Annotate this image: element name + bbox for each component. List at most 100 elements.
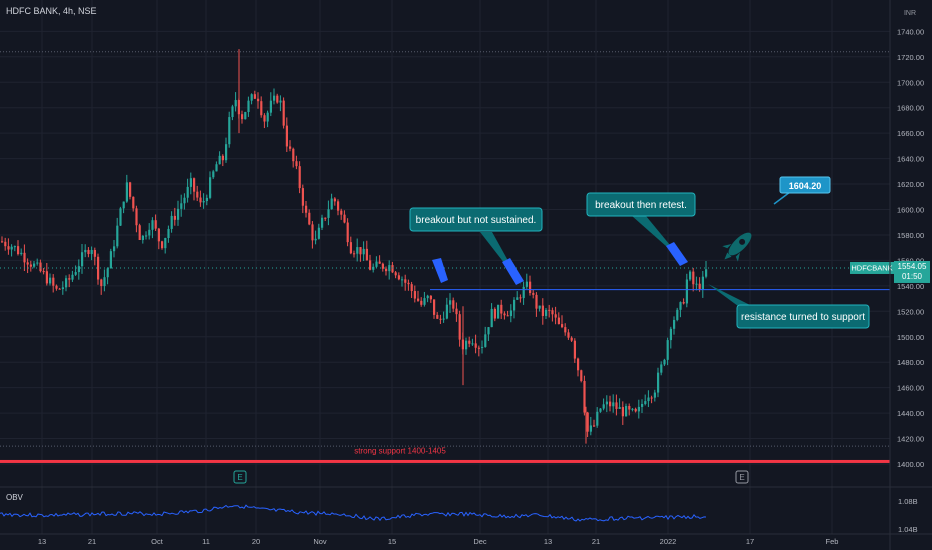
candle-body [397, 275, 400, 280]
price-tick-label: 1460.00 [897, 384, 924, 393]
candle-body [161, 241, 164, 249]
support-label: strong support 1400-1405 [354, 446, 446, 455]
candle-body [74, 272, 77, 275]
candle-body [455, 308, 458, 315]
candle-body [346, 222, 349, 243]
candle-body [541, 305, 544, 316]
price-axis[interactable]: 1400.00 1420.00 1440.00 1460.00 1480.00 1500.… [897, 27, 924, 469]
candle-body [33, 263, 36, 267]
candle-body [452, 300, 455, 309]
candle-body [423, 298, 426, 305]
candle-body [13, 246, 16, 248]
callout-box[interactable] [736, 304, 870, 329]
candle-body [548, 309, 551, 311]
candle-body [372, 266, 375, 270]
candle-body [10, 246, 13, 250]
candle-body [247, 100, 250, 113]
candle-body [333, 198, 336, 202]
candle-body [353, 253, 356, 255]
candle-body [39, 262, 42, 272]
price-tick-label: 1580.00 [897, 231, 924, 240]
candle-body [580, 370, 583, 381]
candle-body [449, 300, 452, 305]
candle-body [493, 308, 496, 319]
candle-body [244, 112, 247, 120]
candle-body [337, 201, 340, 211]
candle-body [308, 212, 311, 225]
candle-body [468, 340, 471, 344]
candle-body [276, 95, 279, 103]
candle-body [557, 317, 560, 325]
candle-body [567, 332, 570, 338]
candle-body [679, 302, 682, 310]
earnings-event-marker[interactable] [233, 470, 247, 484]
candle-body [612, 402, 615, 407]
candle-body [359, 247, 362, 255]
candle-body [570, 337, 573, 341]
candle-body [65, 278, 68, 288]
candle-body [586, 412, 589, 432]
callout-box[interactable] [409, 207, 543, 232]
candle-body [90, 250, 93, 255]
obv-series-line[interactable] [0, 504, 707, 522]
candle-body [45, 271, 48, 284]
events: E E [233, 470, 749, 484]
target-arrow [773, 191, 791, 205]
candle-body [148, 229, 151, 236]
candle-body [497, 304, 500, 319]
time-tick-label: 21 [592, 537, 600, 546]
candle-body [669, 328, 672, 341]
target-price-label: 1604.20 [789, 181, 822, 191]
candle-body [650, 397, 653, 399]
candle-body [241, 114, 244, 120]
price-tick-label: 1700.00 [897, 78, 924, 87]
candle-body [61, 287, 64, 290]
arrow-annotation-3 [666, 242, 688, 266]
candle-body [260, 101, 263, 116]
candle-body [7, 246, 10, 250]
candle-body [282, 100, 285, 126]
candle-body [705, 269, 708, 277]
callout-box[interactable] [586, 192, 696, 217]
candle-body [58, 288, 61, 290]
candle-body [477, 347, 480, 349]
candle-body [433, 299, 436, 315]
candle-body [77, 266, 80, 273]
candle-body [231, 106, 234, 118]
candle-body [689, 271, 692, 280]
price-tick-label: 1500.00 [897, 333, 924, 342]
candle-body [682, 302, 685, 304]
candle-body [641, 403, 644, 407]
callout-resistance-support: resistance turned to support [741, 312, 865, 323]
candle-body [538, 305, 541, 309]
candle-body [701, 276, 704, 290]
price-tick-label: 1400.00 [897, 460, 924, 469]
candle-body [519, 297, 522, 299]
candle-body [135, 208, 138, 226]
time-axis[interactable]: 13 21 Oct 11 20 Nov 15 Dec 13 21 2022 17 Feb [38, 537, 839, 546]
candle-body [49, 277, 52, 284]
candle-body [602, 404, 605, 409]
candle-body [631, 408, 634, 410]
candle-body [221, 155, 224, 161]
candle-body [17, 246, 20, 255]
time-tick-label: 17 [746, 537, 754, 546]
candle-body [154, 220, 157, 229]
candle-body [106, 268, 109, 278]
candle-body [202, 201, 205, 203]
earnings-event-marker[interactable] [735, 470, 749, 484]
candle-body [625, 405, 628, 417]
candle-body [199, 197, 202, 203]
candle-body [23, 252, 26, 263]
candle-body [490, 308, 493, 328]
candle-body [545, 309, 548, 316]
candle-body [618, 407, 621, 409]
target-price-box[interactable] [779, 176, 831, 194]
candle-body [532, 293, 535, 295]
strong-support-band[interactable] [0, 459, 890, 463]
candle-body [109, 251, 112, 269]
candle-body [509, 310, 512, 317]
candle-body [55, 285, 58, 289]
candle-body [609, 401, 612, 407]
